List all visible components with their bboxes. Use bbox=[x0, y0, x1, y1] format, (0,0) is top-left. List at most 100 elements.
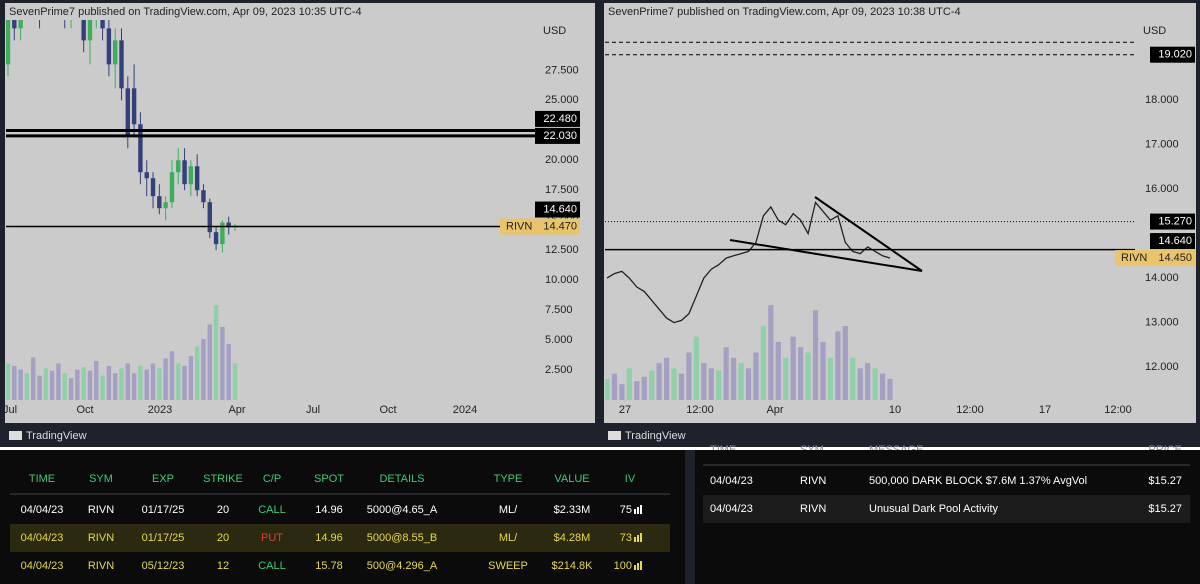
column-header: C/P bbox=[263, 473, 281, 485]
volume-bar bbox=[37, 375, 42, 400]
volume-bar bbox=[150, 363, 156, 400]
volume-bar bbox=[131, 373, 137, 400]
y-tick-label: 12.500 bbox=[545, 244, 579, 256]
volume-bar bbox=[182, 365, 187, 400]
table-cell: CALL bbox=[258, 504, 286, 516]
column-header: STRIKE bbox=[203, 473, 243, 485]
volume-bar bbox=[207, 324, 212, 400]
y-tick-label: 10.000 bbox=[545, 274, 579, 286]
x-tick-label: Jul bbox=[306, 404, 320, 416]
volume-bar bbox=[87, 370, 93, 400]
y-tick-label: 27.500 bbox=[545, 64, 579, 76]
volume-bar bbox=[94, 361, 99, 400]
table-cell: PUT bbox=[261, 532, 283, 544]
volume-bar bbox=[768, 305, 774, 400]
table-cell: Unusual Dark Pool Activity bbox=[869, 503, 998, 515]
candle-body bbox=[213, 232, 219, 245]
table-cell: 500,000 DARK BLOCK $7.6M 1.37% AvgVol bbox=[869, 475, 1087, 487]
volume-bar bbox=[176, 363, 181, 400]
table-cell: 20 bbox=[217, 504, 229, 516]
price-tag bbox=[535, 110, 580, 127]
volume-bar bbox=[81, 367, 86, 400]
chart: SevenPrime7 published on TradingView.com… bbox=[3, 6, 580, 442]
chart: SevenPrime7 published on TradingView.com… bbox=[605, 6, 1195, 442]
x-tick-label: 27 bbox=[619, 404, 631, 416]
column-header: IV bbox=[625, 473, 636, 485]
price-tag-label: 14.640 bbox=[543, 203, 577, 215]
volume-bar bbox=[701, 363, 707, 400]
table-cell: $15.27 bbox=[1148, 503, 1182, 515]
icon-bar bbox=[637, 563, 639, 570]
row-band bbox=[703, 495, 1190, 523]
volume-bar bbox=[753, 352, 759, 400]
y-tick-label: 17.500 bbox=[545, 184, 579, 196]
volume-bar bbox=[835, 331, 841, 400]
brand: TradingView bbox=[26, 430, 87, 442]
x-tick-label: Apr bbox=[766, 404, 783, 416]
volume-bar bbox=[693, 336, 699, 400]
volume-bar bbox=[106, 365, 112, 400]
iv-icon bbox=[634, 505, 642, 514]
icon-bar bbox=[637, 535, 639, 542]
table-cell: 01/17/25 bbox=[142, 532, 185, 544]
price-tag bbox=[535, 127, 580, 144]
table-cell: 73 bbox=[620, 532, 632, 544]
volume-bar bbox=[760, 326, 767, 400]
table-cell: RIVN bbox=[88, 504, 114, 516]
table-cell: $214.8K bbox=[552, 560, 594, 572]
candle-body bbox=[87, 20, 93, 41]
icon-bar bbox=[640, 561, 642, 570]
x-tick-label: 2024 bbox=[453, 404, 477, 416]
candle-body bbox=[157, 196, 162, 209]
y-tick-label: 18.000 bbox=[1145, 94, 1179, 106]
volume-bar bbox=[31, 357, 36, 400]
currency: USD bbox=[543, 25, 566, 37]
candle-body bbox=[81, 20, 86, 41]
candle-body bbox=[226, 222, 231, 228]
x-tick-label: 2023 bbox=[148, 404, 172, 416]
candle-body bbox=[169, 172, 175, 203]
table-cell: 75 bbox=[620, 504, 632, 516]
price-tag-label: 15.270 bbox=[1158, 215, 1192, 227]
price-tag-label: 14.470 bbox=[543, 220, 577, 232]
y-tick-label: 14.000 bbox=[1145, 272, 1179, 284]
volume-bar bbox=[75, 369, 80, 400]
icon-bar bbox=[634, 565, 636, 570]
table-cell: 14.96 bbox=[315, 532, 343, 544]
volume-bar bbox=[220, 326, 225, 400]
table-cell: 04/04/23 bbox=[21, 560, 64, 572]
icon-bar bbox=[637, 507, 639, 514]
candle-body bbox=[6, 20, 11, 65]
plot bbox=[6, 20, 238, 400]
candle-body bbox=[163, 202, 168, 209]
volume-bar bbox=[68, 378, 74, 400]
volume-bar bbox=[850, 357, 856, 400]
chart-line-art bbox=[729, 196, 923, 272]
column-header: SPOT bbox=[314, 473, 344, 485]
y-tick-label: 16.000 bbox=[1145, 183, 1179, 195]
table-cell: 20 bbox=[217, 532, 229, 544]
price-tag bbox=[535, 201, 580, 218]
volume-bar bbox=[138, 365, 143, 400]
volume-bar bbox=[656, 363, 662, 400]
price-tag bbox=[500, 218, 580, 235]
volume-bar bbox=[169, 351, 175, 400]
left-panel bbox=[5, 3, 595, 423]
table-cell: 14.96 bbox=[315, 504, 343, 516]
table-cell: 15.78 bbox=[315, 560, 343, 572]
brand-logo bbox=[608, 431, 621, 440]
volume-bar bbox=[775, 341, 781, 400]
price-tag-symbol: RIVN bbox=[506, 220, 532, 232]
volume-bar bbox=[865, 363, 871, 400]
candle-body bbox=[106, 28, 112, 65]
candle-body bbox=[182, 160, 187, 185]
y-tick-label: 13.000 bbox=[1145, 316, 1179, 328]
volume-bar bbox=[226, 343, 231, 400]
price-tag bbox=[1150, 233, 1195, 250]
volume-bar bbox=[62, 373, 67, 400]
table-cell: $15.27 bbox=[1148, 475, 1182, 487]
volume-bar bbox=[49, 370, 55, 400]
table-cell: 01/17/25 bbox=[142, 504, 185, 516]
x-tick-label: 12:00 bbox=[1104, 404, 1132, 416]
